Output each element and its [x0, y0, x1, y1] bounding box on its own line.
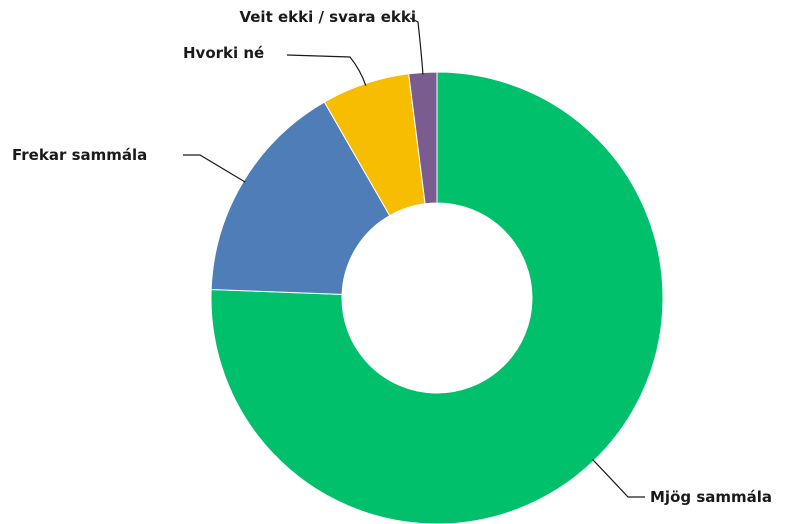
donut-slice: [210, 101, 391, 295]
leader-line: [286, 54, 367, 86]
leader-line: [591, 458, 645, 498]
leader-line: [183, 154, 246, 183]
slice-label: Hvorki né: [183, 44, 265, 62]
slice-label: Mjög sammála: [650, 488, 773, 506]
slice-label: Frekar sammála: [12, 146, 148, 164]
donut-slice: [210, 71, 664, 524]
donut-slice: [408, 71, 438, 205]
slice-label: Veit ekki / svara ekki: [239, 8, 416, 26]
leader-line: [409, 17, 424, 75]
